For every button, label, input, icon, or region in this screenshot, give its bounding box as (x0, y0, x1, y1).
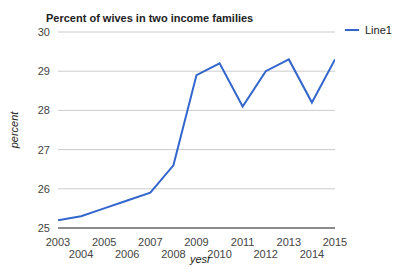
svg-text:30: 30 (38, 26, 50, 38)
html-text:yesr: yesr (190, 253, 211, 265)
svg-text:2010: 2010 (207, 248, 231, 260)
svg-text:27: 27 (38, 144, 50, 156)
svg-text:28: 28 (38, 104, 50, 116)
svg-text:2013: 2013 (277, 236, 301, 248)
svg-text:26: 26 (38, 183, 50, 195)
html-text:Line1: Line1 (365, 24, 392, 36)
svg-text:2012: 2012 (254, 248, 278, 260)
svg-text:2011: 2011 (231, 236, 255, 248)
svg-text:2005: 2005 (92, 236, 116, 248)
html-text:Percent of wives in two income: Percent of wives in two income families (46, 12, 254, 24)
svg-text:2008: 2008 (161, 248, 185, 260)
svg-text:29: 29 (38, 65, 50, 77)
svg-text:2003: 2003 (46, 236, 70, 248)
svg-text:2014: 2014 (300, 248, 324, 260)
svg-text:2006: 2006 (115, 248, 139, 260)
svg-text:2007: 2007 (138, 236, 162, 248)
svg-text:2015: 2015 (323, 236, 347, 248)
svg-text:2004: 2004 (69, 248, 93, 260)
svg-text:2009: 2009 (184, 236, 208, 248)
html-text:percent: percent (8, 111, 20, 149)
svg-text:25: 25 (38, 222, 50, 234)
